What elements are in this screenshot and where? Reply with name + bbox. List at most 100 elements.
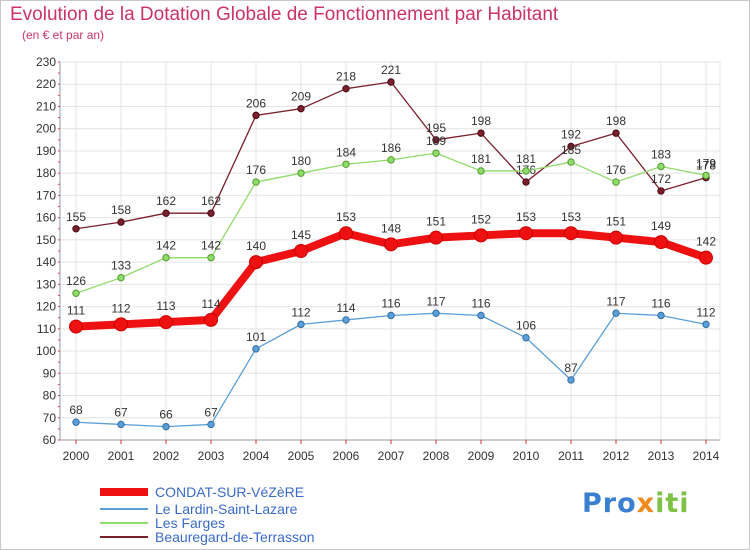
x-tick-label: 2005 xyxy=(288,449,315,463)
data-label: 66 xyxy=(159,408,173,422)
data-point xyxy=(342,160,350,168)
x-tick-label: 2006 xyxy=(333,449,360,463)
data-point xyxy=(657,187,665,195)
data-point xyxy=(384,237,398,252)
data-label: 148 xyxy=(381,221,401,235)
data-label: 172 xyxy=(651,172,671,186)
data-point xyxy=(114,317,128,332)
data-point xyxy=(342,84,350,93)
data-point xyxy=(72,225,80,233)
y-tick-label: 60 xyxy=(43,433,57,447)
data-label: 158 xyxy=(111,203,131,217)
data-point xyxy=(612,178,620,186)
data-label: 186 xyxy=(381,141,401,155)
data-label: 181 xyxy=(516,152,536,166)
data-point xyxy=(522,334,530,342)
data-point xyxy=(657,162,665,171)
data-point xyxy=(72,289,80,297)
data-label: 149 xyxy=(651,219,671,233)
y-tick-label: 90 xyxy=(43,366,57,380)
y-tick-label: 150 xyxy=(36,233,56,247)
data-label: 133 xyxy=(111,259,131,273)
proxiti-logo: Proxiti xyxy=(582,488,690,519)
data-label: 67 xyxy=(114,405,128,419)
data-label: 140 xyxy=(246,239,266,253)
data-label: 206 xyxy=(246,96,266,110)
x-tick-label: 2004 xyxy=(243,449,270,463)
y-tick-label: 100 xyxy=(36,344,56,358)
data-point xyxy=(522,167,530,175)
data-label: 67 xyxy=(204,405,218,419)
y-tick-label: 120 xyxy=(36,300,56,314)
data-point xyxy=(297,104,305,113)
data-label: 176 xyxy=(246,163,266,177)
data-label: 155 xyxy=(66,210,86,224)
data-label: 189 xyxy=(426,134,446,148)
data-label: 209 xyxy=(291,90,311,104)
x-tick-label: 2009 xyxy=(468,449,495,463)
data-label: 218 xyxy=(336,70,356,84)
data-point xyxy=(432,149,440,157)
data-point xyxy=(342,316,350,324)
data-point xyxy=(567,376,575,384)
data-label: 142 xyxy=(156,239,176,253)
data-label: 153 xyxy=(336,210,356,224)
x-tick-label: 2007 xyxy=(378,449,405,463)
data-point xyxy=(159,315,173,330)
data-point xyxy=(702,320,710,329)
data-point xyxy=(117,218,125,226)
data-label: 114 xyxy=(201,297,220,311)
data-point xyxy=(207,253,215,262)
data-label: 198 xyxy=(471,114,491,128)
data-label: 153 xyxy=(561,210,581,224)
x-tick-label: 2002 xyxy=(153,449,180,463)
x-tick-label: 2012 xyxy=(603,449,630,463)
x-tick-label: 2014 xyxy=(693,449,720,463)
data-label: 87 xyxy=(564,361,578,375)
legend-label: CONDAT-SUR-VéZèRE xyxy=(155,484,304,500)
data-point xyxy=(474,228,488,243)
data-label: 142 xyxy=(201,239,221,253)
y-tick-label: 170 xyxy=(36,188,56,202)
data-label: 180 xyxy=(291,154,311,168)
x-tick-label: 2000 xyxy=(63,449,90,463)
data-label: 126 xyxy=(66,274,86,288)
data-point xyxy=(522,178,530,186)
chart-subtitle: (en € et par an) xyxy=(22,28,105,42)
data-label: 68 xyxy=(69,403,83,417)
data-point xyxy=(432,136,440,144)
data-label: 112 xyxy=(291,305,310,319)
x-tick-label: 2010 xyxy=(513,449,540,463)
y-tick-label: 160 xyxy=(36,211,56,225)
data-point xyxy=(387,311,395,320)
data-label: 114 xyxy=(336,301,355,315)
data-label: 198 xyxy=(606,114,626,128)
data-label: 162 xyxy=(156,194,176,208)
data-label: 117 xyxy=(606,294,625,308)
y-tick-label: 110 xyxy=(37,322,56,336)
series-condat-sur-v-z-re: 111 112 113 114 140 145 153 148 151 152 153 153 151 1… xyxy=(67,210,716,334)
data-point xyxy=(117,420,125,429)
data-point xyxy=(612,309,620,317)
data-label: 142 xyxy=(696,235,716,249)
data-point xyxy=(567,142,575,151)
data-label: 112 xyxy=(696,305,715,319)
series-le-lardin-saint-lazare: 68 67 66 67 101 112 114 116 117 116 106 87 117 116 112 xyxy=(69,294,716,431)
y-tick-label: 200 xyxy=(36,122,56,136)
y-tick-label: 210 xyxy=(36,99,56,113)
data-point xyxy=(699,250,713,265)
y-tick-label: 70 xyxy=(43,411,57,425)
data-point xyxy=(294,244,308,258)
legend-label: Les Farges xyxy=(155,515,225,531)
data-point xyxy=(612,129,620,137)
data-label: 185 xyxy=(561,143,581,157)
data-label: 179 xyxy=(696,156,716,170)
data-label: 152 xyxy=(471,212,491,226)
x-tick-label: 2013 xyxy=(648,449,675,463)
series-les-farges: 126 133 142 142 176 180 184 186 189 181 181 185 176 1… xyxy=(66,134,716,297)
data-point xyxy=(477,167,485,175)
data-point xyxy=(654,235,668,250)
data-point xyxy=(657,311,665,320)
data-label: 112 xyxy=(111,301,130,315)
data-point xyxy=(564,226,578,241)
